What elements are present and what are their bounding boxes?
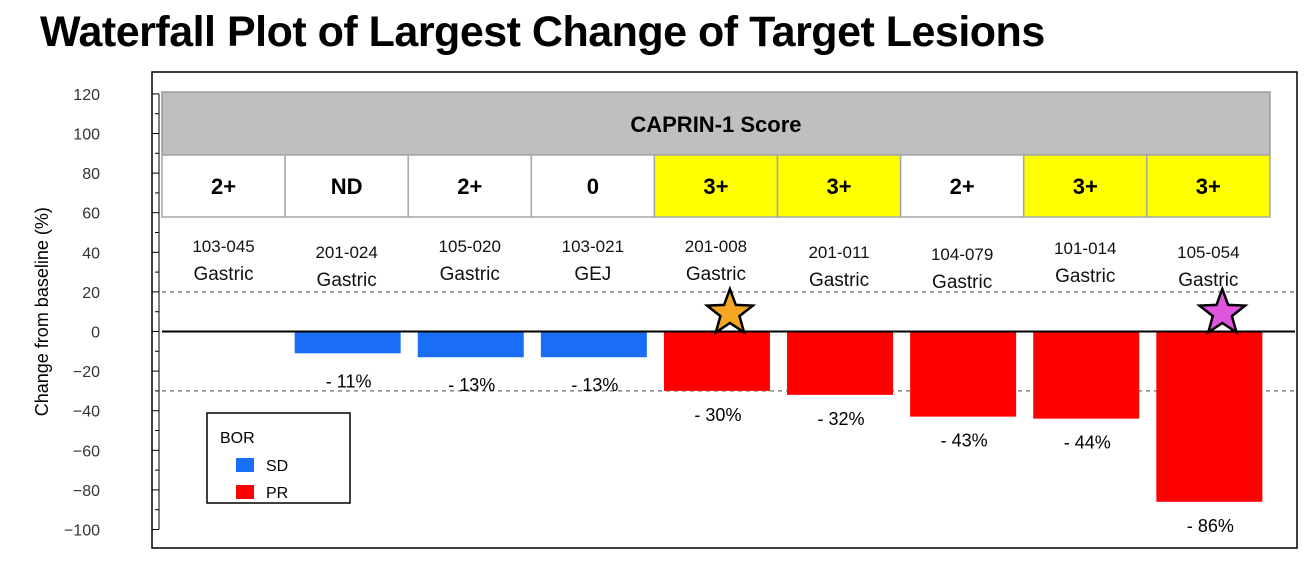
patient-site: Gastric: [193, 264, 253, 285]
patient-id: 103-021: [562, 237, 624, 256]
score-value: 3+: [1073, 174, 1098, 199]
y-tick-label: 60: [82, 206, 100, 223]
bar: [910, 331, 1017, 417]
data-label: - 13%: [448, 375, 495, 395]
y-tick-label: 100: [73, 127, 100, 144]
patient-site: Gastric: [1178, 270, 1238, 291]
data-label: - 11%: [326, 371, 372, 391]
patient-site: Gastric: [440, 264, 500, 285]
score-value: 3+: [827, 174, 852, 199]
score-cell: [1146, 154, 1271, 218]
bar: [417, 331, 524, 358]
data-label: - 32%: [818, 409, 865, 429]
patient-site: Gastric: [686, 264, 746, 285]
star-marker-icon: [1196, 285, 1249, 336]
score-value: 2+: [950, 174, 975, 199]
patient-site: GEJ: [574, 264, 611, 285]
y-tick-label: 80: [82, 166, 100, 183]
data-label: - 43%: [941, 431, 988, 451]
y-tick-label: −40: [73, 404, 100, 421]
y-tick-label: 40: [82, 245, 100, 262]
score-header-bar: [161, 91, 1271, 156]
score-value: 3+: [703, 174, 728, 199]
score-value: 0: [587, 174, 599, 199]
score-cell: [161, 154, 286, 218]
y-tick-label: 120: [73, 87, 100, 104]
score-value: ND: [331, 174, 363, 199]
bar: [1033, 331, 1140, 419]
patient-id: 201-011: [808, 243, 869, 262]
score-cell: [899, 154, 1025, 218]
data-label: - 44%: [1064, 433, 1111, 453]
bar: [1156, 331, 1263, 502]
patient-site: Gastric: [809, 270, 869, 291]
legend-swatch: [236, 458, 254, 472]
y-tick-label: −60: [73, 443, 100, 460]
data-label: - 86%: [1187, 516, 1234, 536]
score-value: 2+: [211, 174, 236, 199]
legend-label: SD: [266, 458, 288, 475]
y-tick-label: −80: [73, 483, 100, 500]
score-cell: [407, 154, 533, 218]
patient-id: 104-079: [931, 245, 993, 264]
patient-id: 201-008: [685, 237, 747, 256]
patient-site: Gastric: [317, 270, 377, 291]
patient-site: Gastric: [1055, 266, 1115, 287]
y-axis-label: Change from baseline (%): [32, 207, 52, 416]
score-value: 3+: [1196, 174, 1221, 199]
score-value: 2+: [457, 174, 482, 199]
patient-id: 201-024: [315, 243, 377, 262]
score-header-label: CAPRIN-1 Score: [630, 112, 801, 137]
score-cell: [776, 154, 902, 218]
legend-box: [206, 412, 351, 504]
bar: [787, 331, 894, 395]
score-cell: [653, 154, 779, 218]
data-label: - 30%: [694, 405, 741, 425]
legend-label: PR: [266, 485, 288, 502]
legend-title: BOR: [220, 430, 255, 447]
y-tick-label: −20: [73, 364, 100, 381]
y-tick-label: −100: [64, 523, 100, 540]
patient-id: 101-014: [1054, 239, 1116, 258]
patient-id: 105-054: [1177, 243, 1239, 262]
y-tick-label: 20: [82, 285, 100, 302]
patient-id: 103-045: [192, 237, 254, 256]
bar: [663, 331, 770, 391]
chart-title: Waterfall Plot of Largest Change of Targ…: [40, 8, 1045, 56]
bar: [294, 331, 401, 354]
star-marker-icon: [703, 285, 757, 336]
patient-site: Gastric: [932, 272, 992, 293]
patient-id: 105-020: [439, 237, 501, 256]
bar: [540, 331, 647, 358]
score-cell: [1022, 154, 1148, 218]
data-label: - 13%: [571, 375, 618, 395]
y-tick-label: 0: [91, 325, 100, 342]
score-cell: [284, 154, 409, 218]
legend-swatch: [236, 485, 254, 499]
